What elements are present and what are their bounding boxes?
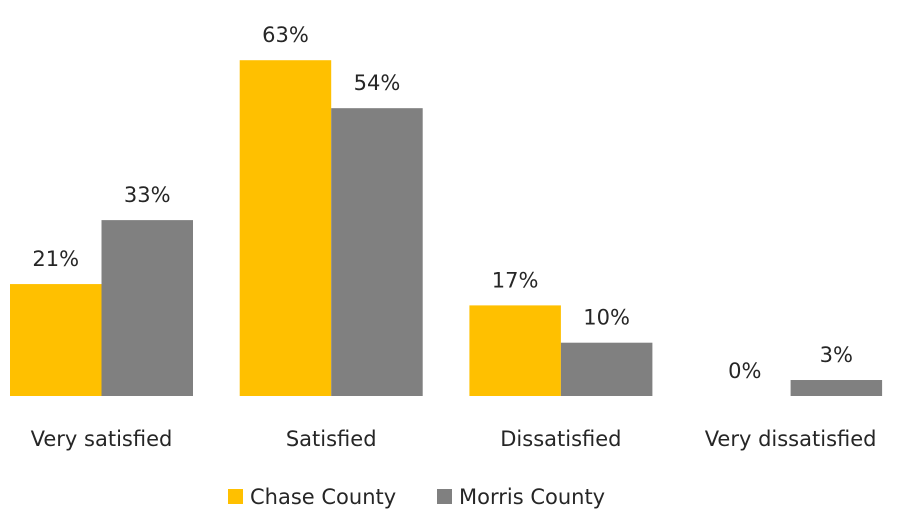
data-label: 0%	[728, 359, 761, 383]
x-tick-label: Satisfied	[286, 427, 377, 451]
legend-swatch	[437, 489, 452, 504]
legend-swatch	[228, 489, 243, 504]
bar	[239, 60, 332, 397]
data-label: 54%	[354, 71, 401, 95]
bar	[469, 305, 561, 396]
data-label: 63%	[262, 23, 309, 47]
data-label: 33%	[124, 183, 171, 207]
data-label: 3%	[820, 343, 853, 367]
bar	[560, 342, 653, 396]
data-label: 10%	[583, 306, 630, 330]
x-tick-label: Dissatisfied	[500, 427, 621, 451]
x-tick-label: Very dissatisfied	[705, 427, 877, 451]
bar	[101, 220, 193, 396]
bar	[331, 108, 423, 397]
legend-label: Morris County	[459, 485, 605, 509]
x-tick-label: Very satisfied	[31, 427, 173, 451]
legend-label: Chase County	[250, 485, 396, 509]
data-label: 17%	[492, 268, 539, 292]
data-label: 21%	[32, 247, 79, 271]
bar	[10, 284, 102, 396]
bar	[790, 380, 883, 396]
